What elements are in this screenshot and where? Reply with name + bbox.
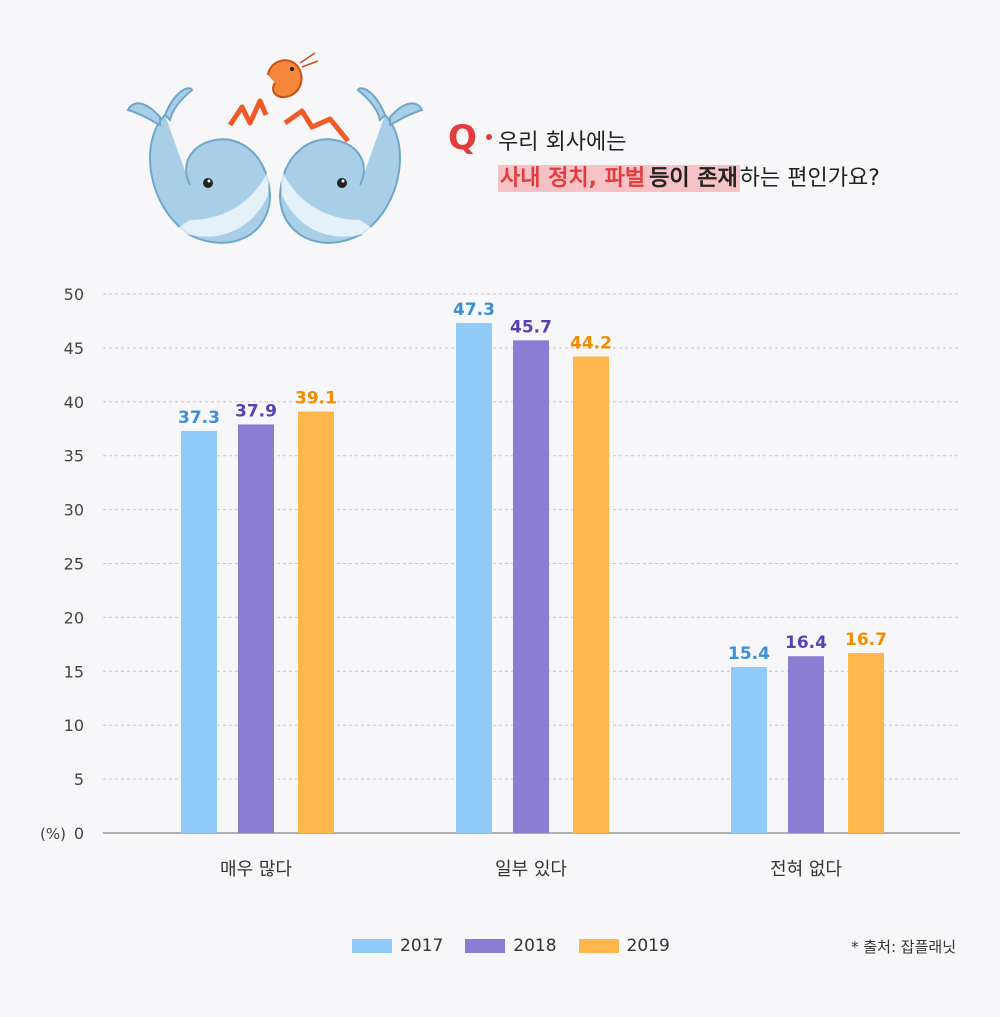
clash-zigzag-icon: [227, 98, 350, 143]
right-whale-icon: [278, 87, 424, 244]
bar: [731, 666, 767, 833]
question-line-2-rest: 하는 편인가요?: [739, 166, 880, 191]
bar: [848, 652, 884, 833]
x-category-label: 전혀 없다: [770, 859, 842, 880]
question-line-2: 사내 정치, 파벌 등이 존재하는 편인가요?: [498, 160, 880, 192]
left-whale-icon: [126, 87, 272, 244]
y-unit-label: (%): [40, 825, 66, 843]
legend-item-2017: 2017: [352, 936, 443, 956]
bar: [573, 356, 609, 833]
legend-item-2018: 2018: [465, 936, 557, 956]
legend-swatch-2018: [465, 939, 506, 953]
legend-swatch-2017: [352, 939, 392, 953]
source-note: * 출처: 잡플래닛: [851, 938, 956, 956]
bar: [181, 430, 217, 833]
data-label: 39.1: [295, 389, 337, 409]
legend-label-2018: 2018: [513, 936, 557, 956]
data-label: 15.4: [728, 644, 770, 664]
legend-item-2019: 2019: [578, 936, 670, 956]
shrimp-icon: [267, 52, 319, 99]
legend-swatch-2019: [578, 939, 619, 953]
question-q-letter: Q: [448, 118, 477, 158]
y-tick-label: 20: [64, 608, 84, 627]
data-label: 16.4: [785, 633, 827, 653]
y-tick-label: 30: [64, 501, 84, 520]
y-tick-label: 5: [74, 770, 84, 789]
bar: [456, 323, 492, 833]
y-tick-label: 40: [64, 393, 84, 412]
x-category-label: 일부 있다: [495, 859, 567, 880]
question-highlight-red: 사내 정치, 파벌: [498, 165, 648, 192]
y-tick-label: 50: [64, 285, 84, 304]
bar-chart: 0 5 10 15 20 25 30 35 40 45 50 (%) 37.3 37.9 39.1 매우 많다…: [40, 285, 960, 880]
y-tick-label: 0: [74, 824, 84, 843]
data-label: 44.2: [570, 334, 612, 354]
question-highlight-dark: 등이 존재: [647, 165, 740, 192]
legend-label-2019: 2019: [626, 936, 670, 956]
bar: [298, 411, 334, 833]
y-tick-label: 15: [64, 662, 84, 681]
chart-legend: 2017 2018 2019: [352, 936, 670, 956]
question-q-dot: [486, 134, 492, 140]
y-tick-label: 45: [64, 339, 84, 358]
data-label: 37.3: [178, 408, 220, 428]
data-label: 37.9: [235, 401, 277, 421]
data-label: 45.7: [510, 317, 552, 337]
x-category-label: 매우 많다: [220, 859, 292, 880]
y-tick-label: 35: [64, 447, 84, 466]
bar: [513, 340, 549, 833]
legend-label-2017: 2017: [400, 936, 444, 956]
y-tick-label: 10: [64, 716, 84, 735]
y-tick-label: 25: [64, 555, 84, 574]
bar: [238, 424, 274, 833]
bar: [788, 656, 824, 833]
data-label: 16.7: [845, 630, 887, 650]
question-line-1: 우리 회사에는: [498, 130, 627, 155]
data-label: 47.3: [453, 300, 495, 320]
whales-shrimp-illustration: [126, 52, 424, 244]
